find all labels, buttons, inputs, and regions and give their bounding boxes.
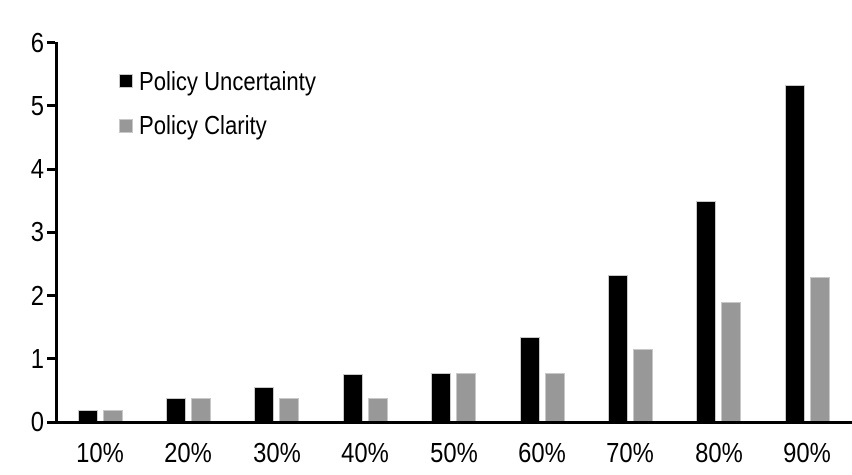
y-tick-4 bbox=[47, 167, 55, 171]
x-tick-label-90pct: 90% bbox=[783, 437, 832, 468]
legend-label-policy-clarity: Policy Clarity bbox=[139, 110, 267, 140]
y-tick-6 bbox=[47, 41, 55, 44]
y-tick-0 bbox=[47, 420, 55, 424]
legend-swatch-policy-uncertainty bbox=[119, 74, 133, 88]
x-tick-label-30pct: 30% bbox=[252, 437, 301, 468]
legend-label-policy-uncertainty: Policy Uncertainty bbox=[139, 65, 316, 96]
y-tick-label-2: 2 bbox=[30, 279, 44, 311]
legend-swatch-policy-clarity bbox=[119, 118, 133, 133]
y-tick-label-4: 4 bbox=[30, 153, 44, 184]
y-tick-5 bbox=[47, 104, 55, 108]
x-tick-label-10pct: 10% bbox=[76, 437, 124, 468]
y-tick-label-3: 3 bbox=[30, 216, 44, 248]
y-axis-line bbox=[55, 42, 58, 423]
x-tick-label-20pct: 20% bbox=[164, 437, 213, 468]
y-tick-label-5: 5 bbox=[30, 89, 44, 121]
x-tick-label-50pct: 50% bbox=[429, 437, 478, 468]
y-tick-3 bbox=[47, 230, 55, 234]
x-tick-label-80pct: 80% bbox=[694, 437, 743, 468]
y-tick-2 bbox=[47, 294, 55, 297]
x-tick-label-70pct: 70% bbox=[606, 437, 655, 468]
y-tick-1 bbox=[47, 357, 55, 361]
x-axis-line bbox=[47, 420, 852, 424]
y-tick-label-0: 0 bbox=[30, 406, 44, 437]
y-tick-label-1: 1 bbox=[30, 342, 44, 374]
x-tick-label-40pct: 40% bbox=[341, 437, 390, 468]
x-tick-label-60pct: 60% bbox=[518, 437, 566, 468]
y-tick-label-6: 6 bbox=[30, 26, 44, 58]
